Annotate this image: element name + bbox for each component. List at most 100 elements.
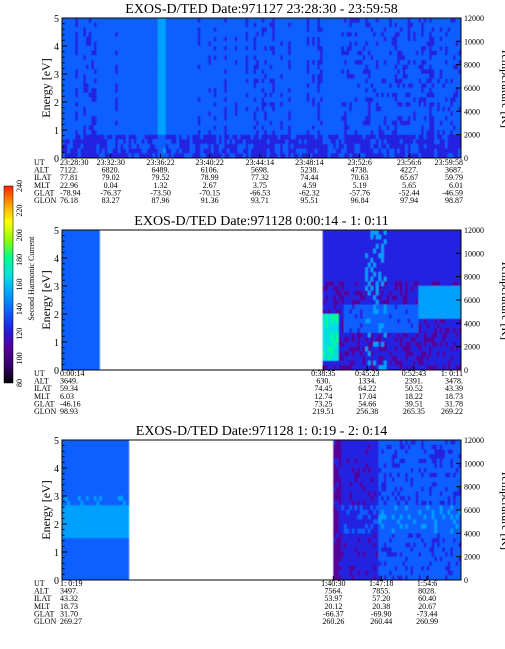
ephemeris-value: 4738. xyxy=(351,166,369,175)
ephemeris-value: -46.59 xyxy=(442,188,463,197)
ephemeris-value: -73.44 xyxy=(417,609,438,618)
ephemeris-value: 7855. xyxy=(372,587,390,596)
ephemeris-value: -73.50 xyxy=(150,188,171,197)
y-tick-label: 1 xyxy=(54,338,59,349)
ephemeris-value: 73.25 xyxy=(314,399,332,408)
ephemeris-value: 260.44 xyxy=(370,617,392,626)
ephemeris-value: 0:00:14 xyxy=(60,369,84,378)
panel-title: EXOS-D/TED Date:971128 1: 0:19 - 2: 0:14 xyxy=(136,424,387,439)
ephemeris-value: 260.99 xyxy=(416,617,438,626)
y-tick-label: 0 xyxy=(54,154,59,165)
panel-1: EXOS-D/TED Date:971127 23:28:30 - 23:59:… xyxy=(34,2,505,205)
y2-tick-label: 8000 xyxy=(464,483,480,492)
ephemeris-value: 3.75 xyxy=(253,181,267,190)
ephemeris-value: 1: 0:11 xyxy=(441,369,463,378)
ephemeris-value: 6.01 xyxy=(449,181,463,190)
y2-tick-label: 2000 xyxy=(464,553,480,562)
y2-tick-label: 4000 xyxy=(464,107,480,116)
y-axis-label: Energy [eV] xyxy=(39,58,53,117)
ephemeris-value: 23:36:22 xyxy=(146,158,174,167)
ephemeris-value: 54.66 xyxy=(358,399,376,408)
ephemeris-value: 2.67 xyxy=(203,181,217,190)
y2-tick-label: 12000 xyxy=(464,226,484,235)
ephemeris-value: 265.35 xyxy=(403,407,425,416)
ephemeris-value: 17.04 xyxy=(358,392,376,401)
y-axis-label: Energy [eV] xyxy=(39,480,53,539)
ephemeris-value: 60.40 xyxy=(418,594,436,603)
ephemeris-value: 23:52:6 xyxy=(347,158,371,167)
y2-tick-label: 10000 xyxy=(464,37,484,46)
y2-tick-label: 8000 xyxy=(464,61,480,70)
ephemeris-value: 3649. xyxy=(60,377,78,386)
y2-tick-label: 6000 xyxy=(464,296,480,305)
colorbar-tick-label: 160 xyxy=(15,279,24,291)
ephemeris-value: 1:40:30 xyxy=(321,579,345,588)
ephemeris-value: 6.03 xyxy=(60,392,74,401)
ephemeris-label: GLON xyxy=(34,196,56,205)
ephemeris-value: 1: 0:19 xyxy=(60,579,82,588)
y2-tick-label: 0 xyxy=(464,576,468,585)
ephemeris-value: 260.26 xyxy=(322,617,344,626)
ephemeris-value: -76.37 xyxy=(100,188,121,197)
y-tick-label: 1 xyxy=(54,548,59,559)
colorbar-scale xyxy=(3,185,14,384)
y2-tick-label: 4000 xyxy=(464,319,480,328)
ephemeris-value: 18.73 xyxy=(60,602,78,611)
ephemeris-value: 76.18 xyxy=(60,196,78,205)
y2-tick-label: 0 xyxy=(464,154,468,163)
ephemeris-value: 59.34 xyxy=(60,384,78,393)
ephemeris-label: ALT xyxy=(34,166,49,175)
ephemeris-value: 3687. xyxy=(445,166,463,175)
y2-tick-label: 10000 xyxy=(464,249,484,258)
ephemeris-value: -46.16 xyxy=(60,399,81,408)
ephemeris-value: 98.87 xyxy=(445,196,463,205)
ephemeris-value: 18.22 xyxy=(405,392,423,401)
ephemeris-label: MLT xyxy=(34,181,50,190)
ephemeris-value: -62.32 xyxy=(299,188,320,197)
y-tick-label: 4 xyxy=(54,42,59,53)
y-tick-label: 3 xyxy=(54,492,59,503)
ephemeris-value: -70.15 xyxy=(199,188,220,197)
y2-tick-label: 2000 xyxy=(464,131,480,140)
ephemeris-value: 74.44 xyxy=(300,173,318,182)
ephemeris-label: MLT xyxy=(34,602,50,611)
ephemeris-value: 269.22 xyxy=(441,407,463,416)
colorbar-tick-label: 120 xyxy=(15,328,24,340)
y2-axis-label: Temperature [K] xyxy=(499,48,505,128)
ephemeris-value: 79.02 xyxy=(102,173,120,182)
ephemeris-value: 23:32:30 xyxy=(96,158,124,167)
y-tick-label: 3 xyxy=(54,70,59,81)
ephemeris-value: 53.97 xyxy=(324,594,342,603)
ephemeris-label: ILAT xyxy=(34,384,51,393)
y2-tick-label: 0 xyxy=(464,366,468,375)
y-tick-label: 5 xyxy=(54,226,59,237)
ephemeris-value: 0:52:43 xyxy=(402,369,426,378)
ephemeris-label: GLON xyxy=(34,407,56,416)
ephemeris-value: 64.22 xyxy=(358,384,376,393)
ephemeris-value: 23:59:58 xyxy=(435,158,463,167)
ephemeris-value: 70.63 xyxy=(351,173,369,182)
ephemeris-label: GLAT xyxy=(34,399,55,408)
colorbar-tick-label: 180 xyxy=(15,254,24,266)
y2-tick-label: 12000 xyxy=(464,14,484,23)
ephemeris-value: -78.94 xyxy=(60,188,81,197)
ephemeris-value: 83.27 xyxy=(102,196,120,205)
ephemeris-value: 93.71 xyxy=(251,196,269,205)
y-tick-label: 3 xyxy=(54,282,59,293)
y-axis-label: Energy [eV] xyxy=(39,270,53,329)
ephemeris-value: 57.20 xyxy=(372,594,390,603)
ephemeris-value: 87.96 xyxy=(152,196,170,205)
y2-tick-label: 6000 xyxy=(464,506,480,515)
ephemeris-value: 59.79 xyxy=(445,173,463,182)
ephemeris-value: 219.51 xyxy=(312,407,334,416)
y2-tick-label: 6000 xyxy=(464,84,480,93)
ephemeris-value: 23:28:30 xyxy=(60,158,88,167)
ephemeris-value: 5.65 xyxy=(402,181,416,190)
y-tick-label: 5 xyxy=(54,14,59,25)
ephemeris-value: 6489. xyxy=(152,166,170,175)
ephemeris-value: 23:48:14 xyxy=(295,158,323,167)
y-tick-label: 1 xyxy=(54,126,59,137)
